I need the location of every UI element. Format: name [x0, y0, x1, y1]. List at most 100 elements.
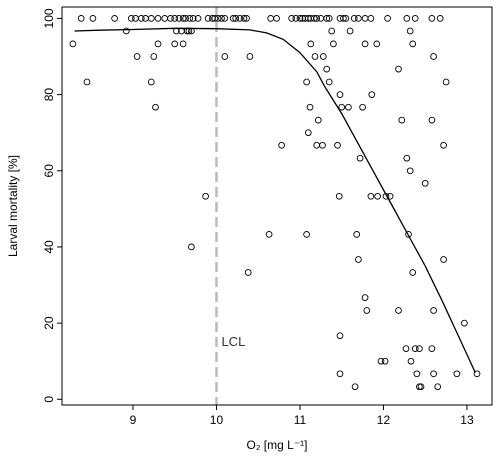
x-tick-label: 10	[210, 413, 224, 427]
data-point	[303, 231, 310, 238]
data-point	[147, 78, 155, 86]
data-point	[265, 231, 273, 238]
x-axis-ticks: 9 10 11 12 13	[130, 405, 474, 427]
data-point	[428, 345, 436, 352]
data-point	[336, 91, 344, 98]
data-point	[319, 141, 326, 149]
data-point	[361, 40, 369, 48]
data-point	[325, 15, 333, 22]
data-point	[384, 15, 391, 22]
data-point	[361, 15, 369, 22]
data-point	[361, 294, 369, 301]
data-point	[152, 103, 159, 111]
data-point	[355, 15, 362, 22]
data-point	[246, 53, 254, 60]
data-point	[232, 15, 240, 22]
data-point	[407, 357, 415, 365]
data-point	[83, 78, 91, 86]
data-point	[395, 65, 402, 73]
data-point	[221, 53, 229, 60]
data-point	[122, 27, 130, 35]
data-point	[202, 192, 209, 200]
data-point	[132, 15, 139, 22]
data-point	[367, 15, 375, 22]
data-point	[430, 370, 437, 378]
data-point	[229, 15, 237, 22]
data-point	[273, 15, 280, 22]
data-point	[434, 383, 442, 391]
data-point	[377, 357, 385, 365]
lcl-label: LCL	[221, 334, 245, 349]
data-point	[340, 15, 347, 22]
data-point	[345, 103, 352, 111]
y-tick-label: 0	[42, 396, 56, 403]
data-point	[363, 307, 371, 314]
data-point	[194, 15, 202, 22]
data-point	[313, 15, 321, 22]
data-point	[353, 231, 361, 238]
data-point	[311, 53, 319, 60]
data-point	[356, 154, 364, 162]
y-tick-label: 40	[42, 240, 56, 254]
data-point	[395, 307, 402, 314]
data-point	[325, 78, 333, 86]
data-point	[133, 53, 141, 60]
data-point	[430, 53, 437, 60]
data-point	[411, 345, 419, 352]
data-point	[411, 15, 419, 22]
x-tick-label: 13	[460, 413, 474, 427]
data-point	[204, 15, 212, 22]
data-point	[186, 15, 194, 22]
data-point	[334, 141, 341, 149]
data-point	[310, 15, 318, 22]
data-point	[381, 357, 389, 365]
data-point	[142, 15, 149, 22]
data-point	[236, 15, 244, 22]
data-point	[240, 15, 248, 22]
data-point	[171, 40, 179, 48]
data-point	[461, 319, 468, 327]
data-point	[406, 27, 414, 35]
data-point	[188, 243, 195, 251]
data-point	[161, 15, 169, 22]
data-point	[338, 103, 346, 111]
data-point	[304, 129, 312, 137]
data-point	[342, 15, 350, 22]
data-point	[307, 40, 315, 48]
data-point	[154, 40, 162, 48]
data-point	[413, 370, 421, 378]
y-axis-label: Larval mortality [%]	[6, 155, 20, 257]
data-point	[111, 15, 118, 22]
data-point	[421, 179, 429, 187]
data-point	[436, 15, 444, 22]
data-point	[336, 332, 344, 340]
data-point	[323, 15, 331, 22]
data-point	[69, 40, 77, 48]
data-point	[405, 231, 412, 238]
data-point	[244, 269, 252, 276]
data-point	[440, 141, 447, 149]
data-point	[335, 192, 343, 200]
data-point	[154, 15, 162, 22]
y-axis-ticks: 0 20 40 60 80 100	[42, 8, 62, 403]
data-point	[350, 15, 358, 22]
y-tick-label: 80	[42, 88, 56, 102]
data-point	[179, 15, 187, 22]
data-point	[306, 103, 314, 111]
data-point	[214, 15, 222, 22]
x-tick-label: 11	[294, 413, 307, 427]
data-point	[218, 15, 225, 22]
data-point	[288, 15, 295, 22]
data-point	[403, 15, 411, 22]
data-point	[351, 383, 359, 391]
data-point	[409, 269, 417, 276]
data-point	[416, 345, 423, 352]
data-point	[221, 15, 229, 22]
data-point	[167, 15, 174, 22]
data-point	[267, 15, 275, 22]
data-point	[359, 103, 366, 111]
data-point	[171, 15, 179, 22]
data-point	[330, 40, 337, 48]
y-tick-label: 60	[42, 164, 56, 178]
